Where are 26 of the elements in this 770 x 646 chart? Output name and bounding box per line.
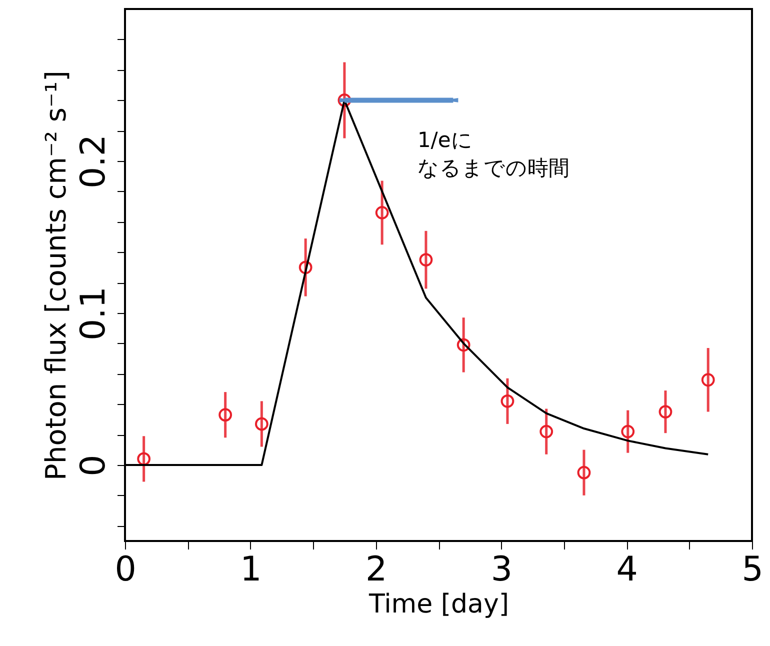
point — [500, 394, 514, 408]
x-tick-label: 5 — [742, 550, 764, 590]
x-tick-label: 2 — [365, 550, 388, 590]
point — [540, 424, 554, 438]
x-axis-title: Time [day] — [368, 590, 510, 620]
point — [701, 373, 715, 387]
point — [338, 94, 352, 107]
x-tick-label: 1 — [240, 550, 262, 590]
point — [375, 206, 389, 220]
annotation: 1/eに — [417, 128, 473, 152]
point — [658, 405, 672, 418]
y-axis-title: Photon flux [counts cm⁻² s⁻¹] — [40, 70, 72, 480]
y-tick-label: 0 — [74, 454, 114, 476]
point — [419, 253, 433, 266]
annotation: なるまでの時間 — [417, 156, 570, 180]
point — [218, 408, 232, 422]
point — [137, 452, 151, 466]
point — [621, 424, 635, 438]
y-tick-label: 0.2 — [74, 134, 114, 189]
point — [577, 466, 591, 480]
x-tick-label: 3 — [490, 550, 513, 590]
y-tick-label: 0.1 — [74, 286, 114, 341]
x-tick-label: 4 — [616, 550, 638, 590]
point — [254, 417, 268, 431]
point — [456, 338, 470, 352]
point — [298, 260, 312, 274]
